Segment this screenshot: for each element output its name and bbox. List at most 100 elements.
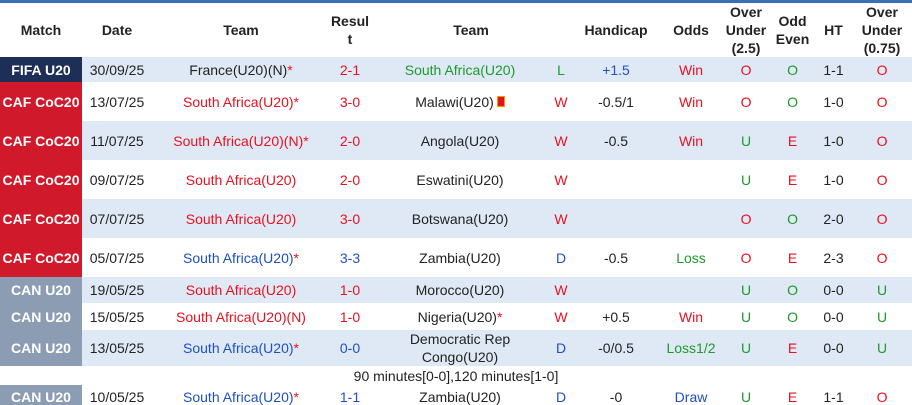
half-time: 0-0 bbox=[815, 330, 853, 366]
competition-text: CAF CoC20 bbox=[2, 171, 80, 188]
column-header: Match bbox=[20, 22, 62, 38]
home-team: South Africa(U20)* bbox=[152, 238, 330, 277]
competition: FIFA U20 bbox=[0, 57, 82, 82]
over-under-075-text: O bbox=[876, 388, 888, 405]
date-text: 09/07/25 bbox=[89, 171, 145, 188]
odd-even-text: E bbox=[787, 388, 798, 405]
handicap: +1.5 bbox=[572, 57, 661, 82]
odd-even-text: O bbox=[787, 61, 798, 78]
over-under-075: O bbox=[852, 57, 912, 82]
over-under: U bbox=[722, 303, 770, 330]
over-under-075-text: O bbox=[876, 171, 888, 188]
over-under-075: O bbox=[852, 385, 912, 405]
away-team: Malawi(U20) bbox=[370, 82, 550, 121]
odds-result: Draw bbox=[660, 385, 722, 405]
half-time-text: 0-0 bbox=[823, 340, 844, 356]
odds-result: Win bbox=[660, 121, 723, 160]
odd-even: O bbox=[770, 57, 816, 82]
competition: CAF CoC20 bbox=[0, 238, 82, 277]
result-letter: L bbox=[550, 57, 573, 82]
competition-text: FIFA U20 bbox=[11, 61, 71, 78]
result-letter: D bbox=[550, 238, 572, 277]
over-under-text: U bbox=[740, 340, 752, 356]
column-header: HT bbox=[824, 22, 843, 38]
date-text: 30/09/25 bbox=[89, 61, 145, 78]
odd-even: E bbox=[770, 160, 815, 199]
result-letter-text: W bbox=[554, 210, 568, 227]
result-letter: W bbox=[550, 303, 572, 330]
neutral-mark: * bbox=[303, 132, 309, 149]
date-text: 19/05/25 bbox=[89, 282, 145, 298]
result-letter: W bbox=[550, 199, 573, 238]
away-team: Democratic Rep Congo(U20) bbox=[370, 330, 550, 366]
over-under-text: O bbox=[740, 249, 752, 266]
date-text: 13/05/25 bbox=[89, 340, 145, 356]
result-letter-text: L bbox=[557, 61, 565, 78]
competition: CAF CoC20 bbox=[0, 160, 82, 199]
competition: CAF CoC20 bbox=[0, 199, 82, 238]
date: 19/05/25 bbox=[82, 277, 152, 303]
result-row: CAN U20 13/05/25 South Africa(U20)* 0-0 Demo… bbox=[0, 330, 912, 366]
result-letter: W bbox=[550, 82, 572, 121]
over-under: O bbox=[722, 199, 771, 238]
score-text: 1-1 bbox=[339, 388, 361, 405]
competition: CAN U20 bbox=[0, 385, 82, 405]
neutral-mark: * bbox=[287, 61, 293, 78]
date-text: 13/07/25 bbox=[89, 93, 145, 110]
half-time-text: 1-0 bbox=[823, 171, 844, 188]
odds-result: Loss1/2 bbox=[660, 330, 723, 366]
half-time: 0-0 bbox=[815, 277, 853, 303]
over-under-075: O bbox=[852, 82, 912, 121]
over-under-text: O bbox=[740, 93, 752, 110]
result-letter: W bbox=[550, 121, 573, 160]
competition-text: CAF CoC20 bbox=[2, 132, 80, 149]
date: 05/07/25 bbox=[82, 238, 152, 277]
date-text: 07/07/25 bbox=[89, 210, 145, 227]
column-header: Over Under (2.5) bbox=[725, 4, 767, 56]
score: 3-0 bbox=[330, 82, 370, 121]
odd-even-text: O bbox=[787, 282, 798, 298]
date: 15/05/25 bbox=[82, 303, 152, 330]
neutral-mark: * bbox=[496, 308, 503, 325]
odd-even: E bbox=[770, 330, 816, 366]
odds-result: Win bbox=[660, 57, 723, 82]
half-time: 1-1 bbox=[815, 57, 853, 82]
home-team: South Africa(U20)* bbox=[152, 82, 330, 121]
over-under: U bbox=[722, 160, 770, 199]
over-under-text: U bbox=[740, 282, 752, 298]
over-under: U bbox=[722, 121, 771, 160]
half-time-text: 2-3 bbox=[823, 249, 844, 266]
results-table: Match Date Team Result Team Handicap Odds Over … bbox=[0, 3, 912, 405]
score: 0-0 bbox=[330, 330, 370, 366]
over-under-075: U bbox=[852, 330, 912, 366]
odds-result-text: Draw bbox=[674, 388, 708, 405]
score-text: 1-0 bbox=[339, 308, 361, 325]
odd-even: O bbox=[770, 199, 816, 238]
home-team-text: South Africa(U20) bbox=[185, 282, 297, 298]
over-under-075-text: O bbox=[876, 210, 888, 227]
over-under-075-text: O bbox=[876, 93, 888, 110]
home-team: South Africa(U20)(N)* bbox=[152, 121, 330, 160]
date: 13/05/25 bbox=[82, 330, 152, 366]
competition: CAN U20 bbox=[0, 330, 82, 366]
competition: CAF CoC20 bbox=[0, 121, 82, 160]
neutral-mark: * bbox=[293, 340, 299, 356]
away-team-text: Malawi(U20) bbox=[415, 93, 494, 110]
away-team: Zambia(U20) bbox=[370, 238, 550, 277]
result-letter-text: W bbox=[554, 171, 568, 188]
over-under: U bbox=[722, 330, 771, 366]
over-under-text: O bbox=[740, 61, 752, 78]
odds-result: Win bbox=[660, 303, 722, 330]
handicap-text: -0.5 bbox=[603, 132, 629, 149]
neutral-mark: * bbox=[293, 388, 299, 405]
odds-result: Win bbox=[660, 82, 722, 121]
over-under-text: U bbox=[740, 308, 752, 325]
handicap-text: -0.5/1 bbox=[598, 93, 634, 110]
date-text: 11/07/25 bbox=[90, 132, 144, 149]
score-text: 2-0 bbox=[339, 132, 361, 149]
away-team-text: Nigeria(U20) bbox=[417, 308, 497, 325]
away-team-text: Botswana(U20) bbox=[411, 210, 509, 227]
odds-result bbox=[660, 199, 723, 238]
over-under-075-text: U bbox=[876, 282, 888, 298]
handicap bbox=[572, 277, 661, 303]
